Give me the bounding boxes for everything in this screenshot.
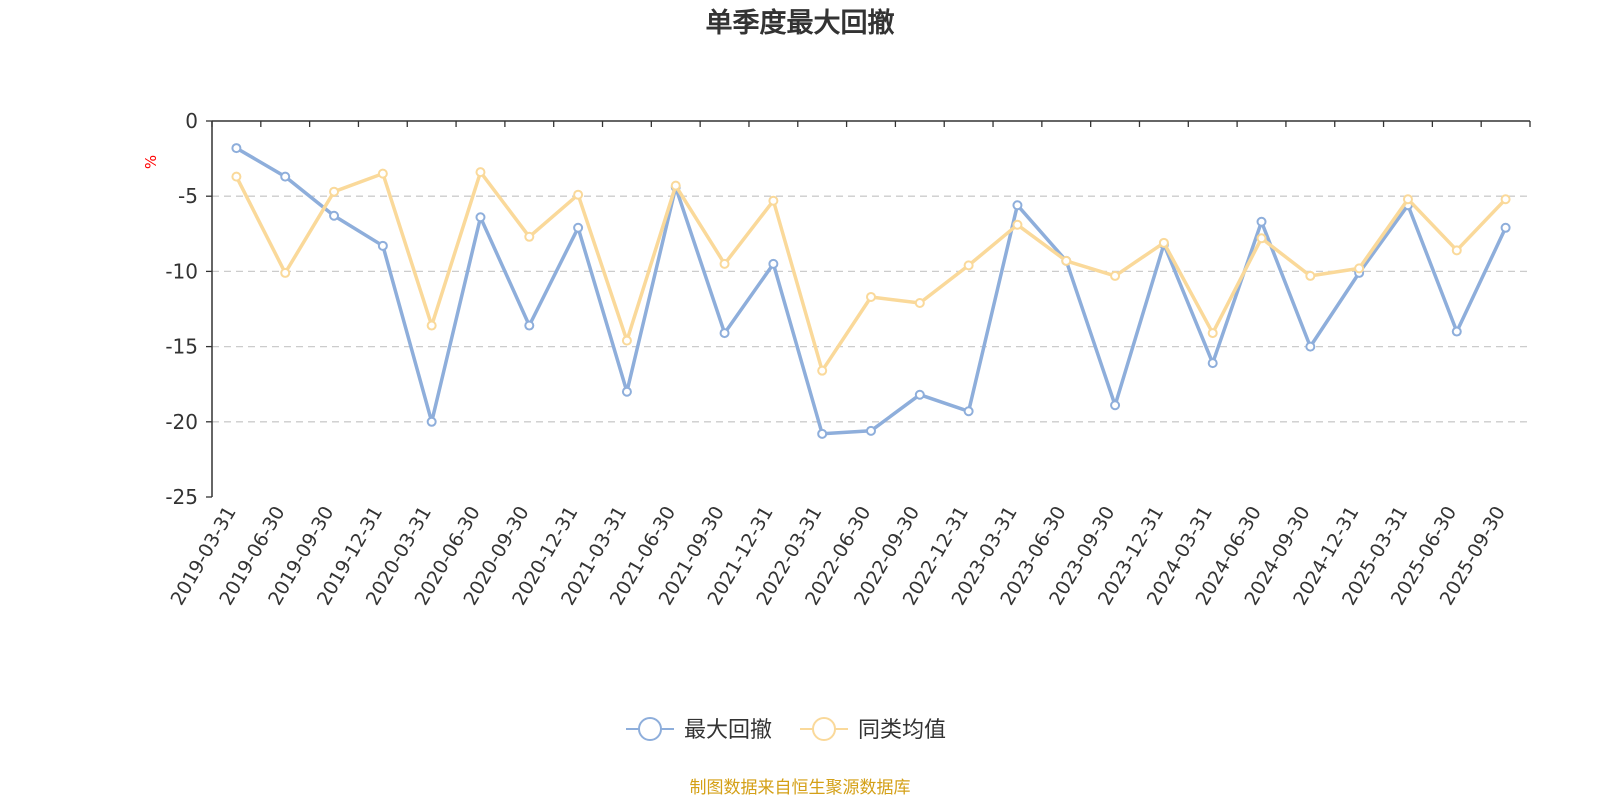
data-point: [280, 171, 291, 182]
axes: [206, 120, 1531, 498]
data-point: [426, 416, 437, 427]
data-point: [1207, 328, 1218, 339]
legend-label: 同类均值: [858, 718, 946, 743]
data-point: [231, 143, 242, 154]
data-point: [768, 258, 779, 269]
data-point: [1451, 326, 1462, 337]
data-point: [1012, 200, 1023, 211]
data-point: [914, 389, 925, 400]
data-point: [670, 180, 681, 191]
x-tick-labels: 2019-03-312019-06-302019-09-302019-12-31…: [166, 502, 1509, 609]
data-point: [1500, 194, 1511, 205]
y-axis-unit: %: [142, 155, 160, 169]
data-point: [426, 320, 437, 331]
legend-label: 最大回撤: [684, 718, 772, 743]
data-point: [1256, 233, 1267, 244]
data-point: [1207, 358, 1218, 369]
data-point: [573, 189, 584, 200]
legend-item-1[interactable]: 最大回撤: [626, 717, 772, 743]
data-point: [329, 186, 340, 197]
y-tick-label: -20: [165, 410, 198, 434]
y-tick-label: -25: [165, 485, 198, 509]
y-tick-label: 0: [185, 109, 198, 133]
data-point: [866, 425, 876, 436]
data-point: [768, 195, 779, 206]
grid-lines: [212, 195, 1530, 423]
data-point: [1256, 216, 1267, 227]
data-point: [1110, 400, 1121, 411]
data-point: [621, 386, 632, 397]
data-point: [963, 406, 974, 417]
data-point: [475, 167, 486, 178]
series-1: [231, 143, 1511, 439]
data-point: [280, 267, 291, 278]
y-tick-label: -10: [165, 259, 198, 283]
legend-marker: [812, 717, 836, 741]
y-tick-labels: 0 -5 -10 -15 -20 -25: [165, 109, 198, 509]
data-point: [1451, 245, 1462, 256]
data-point: [1110, 270, 1121, 281]
legend-marker: [638, 717, 662, 741]
data-point: [866, 291, 876, 302]
data-point: [377, 240, 388, 251]
y-tick-label: -5: [178, 184, 198, 208]
data-point: [1305, 270, 1316, 281]
data-point: [329, 210, 340, 221]
data-point: [817, 428, 828, 439]
data-point: [475, 212, 486, 223]
y-tick-label: -15: [165, 335, 198, 359]
chart-title: 单季度最大回撤: [706, 7, 895, 39]
data-point: [1354, 263, 1365, 274]
data-point: [377, 168, 388, 179]
data-point: [1061, 255, 1072, 266]
data-point: [573, 222, 584, 233]
legend-item-2[interactable]: 同类均值: [800, 717, 946, 743]
data-point: [914, 297, 925, 308]
source-note: 制图数据来自恒生聚源数据库: [690, 778, 911, 798]
legend[interactable]: 最大回撤 同类均值: [626, 717, 946, 743]
data-point: [621, 335, 632, 346]
series-line: [235, 146, 1508, 436]
data-point: [1012, 219, 1023, 230]
data-point: [524, 320, 535, 331]
data-point: [1402, 194, 1413, 205]
data-point: [1500, 222, 1511, 233]
series-group: [231, 143, 1511, 439]
data-point: [963, 260, 974, 271]
data-point: [1158, 237, 1169, 248]
data-point: [1305, 341, 1316, 352]
data-point: [231, 171, 242, 182]
data-point: [524, 231, 535, 242]
data-point: [719, 258, 730, 269]
data-point: [719, 328, 730, 339]
data-point: [817, 365, 828, 376]
series-2: [231, 167, 1511, 376]
